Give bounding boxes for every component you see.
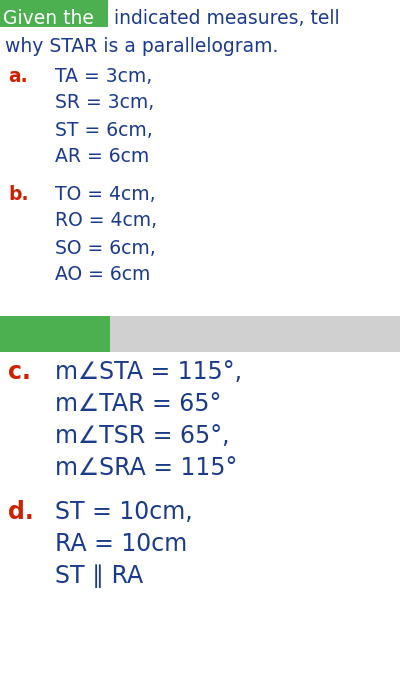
Text: why STAR is a parallelogram.: why STAR is a parallelogram.	[5, 37, 278, 55]
Text: TO = 4cm,: TO = 4cm,	[55, 185, 156, 203]
Text: m∠SRA = 115°: m∠SRA = 115°	[55, 456, 237, 480]
Text: RA = 10cm: RA = 10cm	[55, 532, 187, 556]
Text: c.: c.	[8, 360, 31, 384]
Text: ST ∥ RA: ST ∥ RA	[55, 564, 143, 588]
Text: SO = 6cm,: SO = 6cm,	[55, 239, 156, 258]
FancyBboxPatch shape	[0, 316, 110, 352]
Text: a.: a.	[8, 67, 28, 85]
Text: ST = 6cm,: ST = 6cm,	[55, 121, 153, 140]
Text: m∠STA = 115°,: m∠STA = 115°,	[55, 360, 242, 384]
Text: d.: d.	[8, 500, 34, 524]
Text: ST = 10cm,: ST = 10cm,	[55, 500, 193, 524]
FancyBboxPatch shape	[0, 0, 108, 27]
Text: m∠TAR = 65°: m∠TAR = 65°	[55, 392, 221, 416]
Text: TA = 3cm,: TA = 3cm,	[55, 67, 152, 85]
Text: AR = 6cm: AR = 6cm	[55, 147, 149, 166]
FancyBboxPatch shape	[0, 316, 400, 352]
Text: b.: b.	[8, 185, 28, 203]
Text: SR = 3cm,: SR = 3cm,	[55, 93, 154, 113]
Text: AO = 6cm: AO = 6cm	[55, 265, 150, 284]
Text: indicated measures, tell: indicated measures, tell	[108, 8, 340, 27]
Text: RO = 4cm,: RO = 4cm,	[55, 211, 157, 231]
Text: Given the: Given the	[3, 8, 94, 27]
Text: m∠TSR = 65°,: m∠TSR = 65°,	[55, 424, 230, 448]
